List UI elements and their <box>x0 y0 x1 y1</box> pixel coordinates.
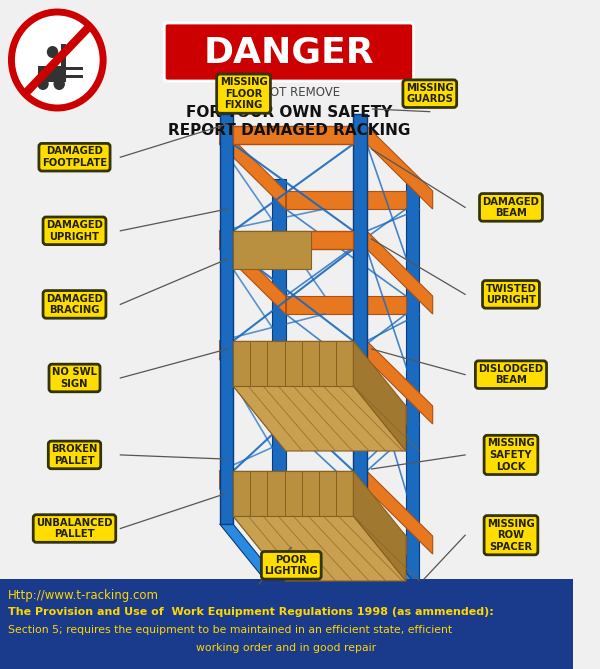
Text: UNBALANCED
PALLET: UNBALANCED PALLET <box>36 518 113 539</box>
Text: DAMAGED
BEAM: DAMAGED BEAM <box>482 197 539 218</box>
Circle shape <box>53 78 65 90</box>
Polygon shape <box>353 341 406 451</box>
Polygon shape <box>367 231 433 314</box>
Polygon shape <box>353 471 406 581</box>
Text: Section 5; requires the equipment to be maintained in an efficient state, effici: Section 5; requires the equipment to be … <box>8 625 452 635</box>
Text: MISSING
FLOOR
FIXING: MISSING FLOOR FIXING <box>220 77 268 110</box>
Text: POOR
LIGHTING: POOR LIGHTING <box>265 555 318 576</box>
Text: DAMAGED
BRACING: DAMAGED BRACING <box>46 294 103 315</box>
Bar <box>233 231 311 269</box>
Text: NO SWL
SIGN: NO SWL SIGN <box>52 367 97 389</box>
Polygon shape <box>353 524 419 589</box>
Polygon shape <box>220 524 286 589</box>
Polygon shape <box>233 386 406 451</box>
Text: DAMAGED
UPRIGHT: DAMAGED UPRIGHT <box>46 220 103 242</box>
Text: FOR YOUR OWN SAFETY: FOR YOUR OWN SAFETY <box>186 104 392 120</box>
Bar <box>286 296 406 314</box>
Text: Http://www.t-racking.com: Http://www.t-racking.com <box>8 589 158 602</box>
Text: DAMAGED
FOOTPLATE: DAMAGED FOOTPLATE <box>42 147 107 168</box>
Polygon shape <box>220 231 286 314</box>
Text: TWISTED
UPRIGHT: TWISTED UPRIGHT <box>485 284 536 305</box>
Bar <box>233 341 353 359</box>
Text: The Provision and Use of  Work Equipment Regulations 1998 (as ammended):: The Provision and Use of Work Equipment … <box>8 607 493 617</box>
Bar <box>61 44 66 82</box>
Bar <box>66 75 83 78</box>
Bar <box>233 126 353 144</box>
Polygon shape <box>367 471 433 554</box>
Bar <box>233 341 353 386</box>
Bar <box>286 406 406 424</box>
Bar <box>0 579 573 669</box>
Text: DO NOT REMOVE: DO NOT REMOVE <box>239 86 340 98</box>
Polygon shape <box>233 516 406 581</box>
Polygon shape <box>220 341 286 424</box>
Text: MISSING
GUARDS: MISSING GUARDS <box>406 83 454 104</box>
Bar <box>286 536 406 554</box>
Polygon shape <box>367 126 433 209</box>
Bar <box>286 191 406 209</box>
Bar <box>220 114 233 524</box>
FancyBboxPatch shape <box>164 23 413 81</box>
Bar <box>353 114 367 524</box>
Text: DANGER: DANGER <box>204 35 375 69</box>
Text: REPORT DAMAGED RACKING: REPORT DAMAGED RACKING <box>168 122 410 138</box>
Circle shape <box>11 12 103 108</box>
Bar <box>66 67 83 70</box>
Text: MISSING
ROW
SPACER: MISSING ROW SPACER <box>487 518 535 552</box>
Text: working order and in good repair: working order and in good repair <box>196 643 377 653</box>
Text: BROKEN
PALLET: BROKEN PALLET <box>52 444 98 466</box>
Bar <box>406 179 419 589</box>
Bar <box>233 231 353 249</box>
Bar <box>233 471 353 489</box>
Polygon shape <box>220 471 286 554</box>
Circle shape <box>37 78 49 90</box>
Polygon shape <box>220 126 286 209</box>
Circle shape <box>47 46 58 58</box>
Bar <box>233 471 353 516</box>
Bar <box>272 179 286 589</box>
Bar <box>38 66 65 82</box>
Text: DISLODGED
BEAM: DISLODGED BEAM <box>478 364 544 385</box>
Text: MISSING
SAFETY
LOCK: MISSING SAFETY LOCK <box>487 438 535 472</box>
Polygon shape <box>367 341 433 424</box>
